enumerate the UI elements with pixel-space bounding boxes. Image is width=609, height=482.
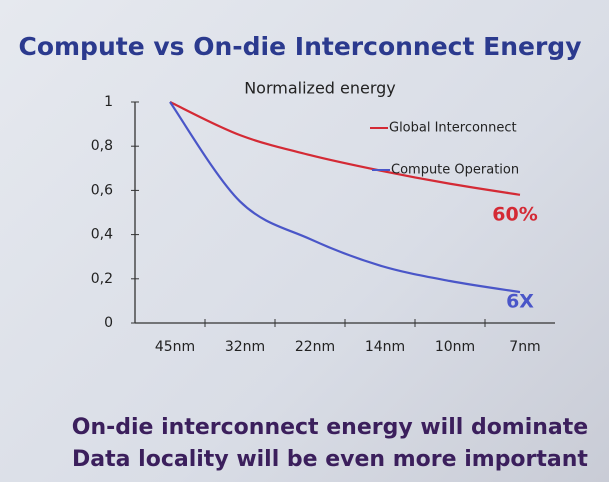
series-line <box>169 101 521 196</box>
y-tick-label: 0,6 <box>91 182 113 198</box>
footer-line: Data locality will be even more importan… <box>72 447 588 472</box>
legend-label: Compute Operation <box>391 163 519 178</box>
x-tick-label: 7nm <box>509 339 540 355</box>
x-tick-label: 10nm <box>435 339 475 355</box>
y-tick-label: 0 <box>104 315 113 331</box>
x-tick-label: 22nm <box>295 339 335 355</box>
annotation: 60% <box>492 204 537 226</box>
x-tick-label: 45nm <box>155 339 195 355</box>
footer-line: On-die interconnect energy will dominate <box>72 415 588 440</box>
annotation: 6X <box>506 291 534 313</box>
y-tick-label: 0,2 <box>91 271 113 287</box>
legend-label: Global Interconnect <box>389 121 517 136</box>
series-line <box>169 101 521 294</box>
y-tick-label: 0,8 <box>91 138 113 154</box>
y-tick-label: 1 <box>104 94 113 110</box>
x-tick-label: 32nm <box>225 339 265 355</box>
x-tick-label: 14nm <box>365 339 405 355</box>
slide-title: Compute vs On-die Interconnect Energy <box>18 32 581 61</box>
y-tick-label: 0,4 <box>91 227 113 243</box>
chart-title: Normalized energy <box>244 79 396 98</box>
